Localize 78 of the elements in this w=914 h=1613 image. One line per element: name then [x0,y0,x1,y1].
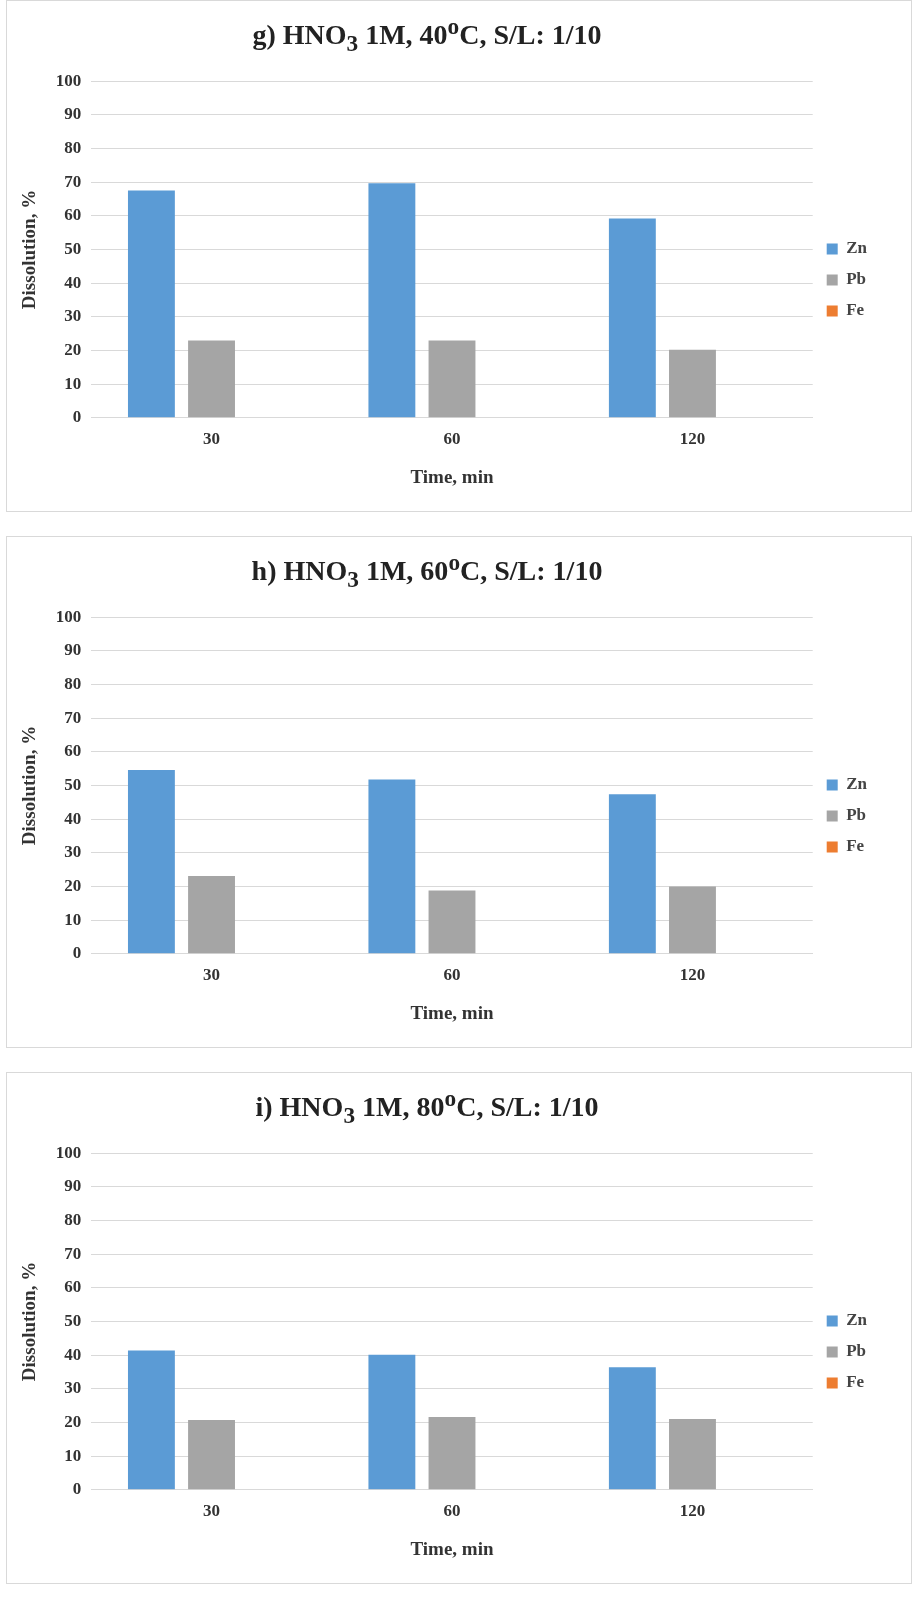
y-axis-title: Dissolution, % [18,1261,40,1382]
y-tick-label: 0 [72,943,82,963]
legend-label: Fe [846,836,865,856]
bar [368,779,416,954]
y-tick-label: 20 [64,1411,82,1431]
y-tick-label: 10 [64,1445,82,1465]
bar [669,886,716,954]
x-tick-label: 120 [679,965,706,985]
x-tick-label: 30 [203,429,221,449]
y-tick-label: 60 [64,1277,82,1297]
bar [428,1417,476,1490]
bar [669,1419,716,1490]
y-tick-label: 70 [64,1243,82,1263]
chart-title: h) HNO$_{3}$ 1M, 60$^{o}$C, S/L: 1/10 [250,549,604,593]
x-tick-label: 120 [679,1501,706,1521]
y-tick-label: 100 [55,606,82,626]
y-tick-label: 50 [64,1310,82,1330]
bar [608,1367,656,1490]
y-tick-label: 20 [64,875,82,895]
y-tick-label: 50 [64,238,82,258]
y-tick-label: 50 [64,774,82,794]
x-axis-title: Time, min [410,465,494,487]
y-tick-label: 90 [64,104,82,124]
bar [368,183,416,418]
y-tick-label: 10 [64,909,82,929]
y-tick-label: 100 [55,1142,82,1162]
y-tick-label: 80 [64,1209,82,1229]
bar [127,770,175,954]
x-tick-label: 60 [443,1501,461,1521]
bar [428,340,476,418]
bar [608,218,656,418]
x-tick-label: 60 [443,965,461,985]
bar [368,1354,416,1490]
y-tick-label: 90 [64,640,82,660]
y-axis-title: Dissolution, % [18,189,40,310]
x-tick-label: 120 [679,429,706,449]
legend-label: Zn [846,238,868,258]
y-tick-label: 30 [64,842,82,862]
bar [127,190,175,418]
legend-label: Pb [846,805,867,825]
y-tick-label: 70 [64,171,82,191]
bar [669,349,716,418]
y-axis-title: Dissolution, % [18,725,40,846]
y-tick-label: 0 [72,407,82,427]
y-tick-label: 40 [64,272,82,292]
x-axis-title: Time, min [410,1001,494,1023]
legend-label: Pb [846,1341,867,1361]
chart-title: g) HNO$_{3}$ 1M, 40$^{o}$C, S/L: 1/10 [251,13,603,57]
legend-label: Fe [846,1372,865,1392]
x-tick-label: 30 [203,965,221,985]
bar [188,876,235,954]
chart-title: i) HNO$_{3}$ 1M, 80$^{o}$C, S/L: 1/10 [254,1085,600,1129]
legend-label: Zn [846,774,868,794]
y-tick-label: 0 [72,1479,82,1499]
y-tick-label: 60 [64,205,82,225]
y-tick-label: 10 [64,373,82,393]
legend-label: Zn [846,1310,868,1330]
y-tick-label: 80 [64,137,82,157]
y-tick-label: 40 [64,808,82,828]
legend-label: Pb [846,269,867,289]
y-tick-label: 40 [64,1344,82,1364]
y-tick-label: 60 [64,741,82,761]
bar [127,1350,175,1490]
y-tick-label: 90 [64,1176,82,1196]
bar [188,1420,235,1490]
legend-label: Fe [846,300,865,320]
y-tick-label: 100 [55,70,82,90]
bar [428,890,476,954]
y-tick-label: 30 [64,306,82,326]
bar [608,794,656,954]
x-axis-title: Time, min [410,1537,494,1559]
y-tick-label: 20 [64,339,82,359]
bar [188,340,235,418]
x-tick-label: 60 [443,429,461,449]
y-tick-label: 80 [64,673,82,693]
x-tick-label: 30 [203,1501,221,1521]
y-tick-label: 70 [64,707,82,727]
y-tick-label: 30 [64,1378,82,1398]
